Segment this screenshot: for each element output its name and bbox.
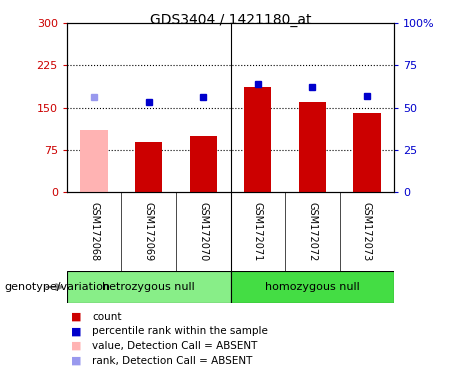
Bar bbox=[299, 102, 326, 192]
FancyBboxPatch shape bbox=[230, 271, 394, 303]
Text: GSM172070: GSM172070 bbox=[198, 202, 208, 261]
Bar bbox=[135, 142, 162, 192]
Bar bbox=[244, 87, 272, 192]
Text: GSM172073: GSM172073 bbox=[362, 202, 372, 261]
Text: GSM172068: GSM172068 bbox=[89, 202, 99, 261]
Text: rank, Detection Call = ABSENT: rank, Detection Call = ABSENT bbox=[92, 356, 253, 366]
Text: count: count bbox=[92, 312, 122, 322]
Text: ■: ■ bbox=[71, 341, 82, 351]
Bar bbox=[353, 113, 380, 192]
Text: percentile rank within the sample: percentile rank within the sample bbox=[92, 326, 268, 336]
Text: GSM172072: GSM172072 bbox=[307, 202, 317, 261]
Text: hetrozygous null: hetrozygous null bbox=[102, 282, 195, 292]
Text: ■: ■ bbox=[71, 312, 82, 322]
Bar bbox=[81, 130, 108, 192]
Text: GSM172069: GSM172069 bbox=[144, 202, 154, 261]
Text: GDS3404 / 1421180_at: GDS3404 / 1421180_at bbox=[150, 13, 311, 27]
FancyBboxPatch shape bbox=[67, 271, 230, 303]
Text: homozygous null: homozygous null bbox=[265, 282, 360, 292]
Text: ■: ■ bbox=[71, 356, 82, 366]
Bar bbox=[189, 136, 217, 192]
Text: value, Detection Call = ABSENT: value, Detection Call = ABSENT bbox=[92, 341, 258, 351]
Text: GSM172071: GSM172071 bbox=[253, 202, 263, 261]
Text: ■: ■ bbox=[71, 326, 82, 336]
Text: genotype/variation: genotype/variation bbox=[5, 282, 111, 292]
